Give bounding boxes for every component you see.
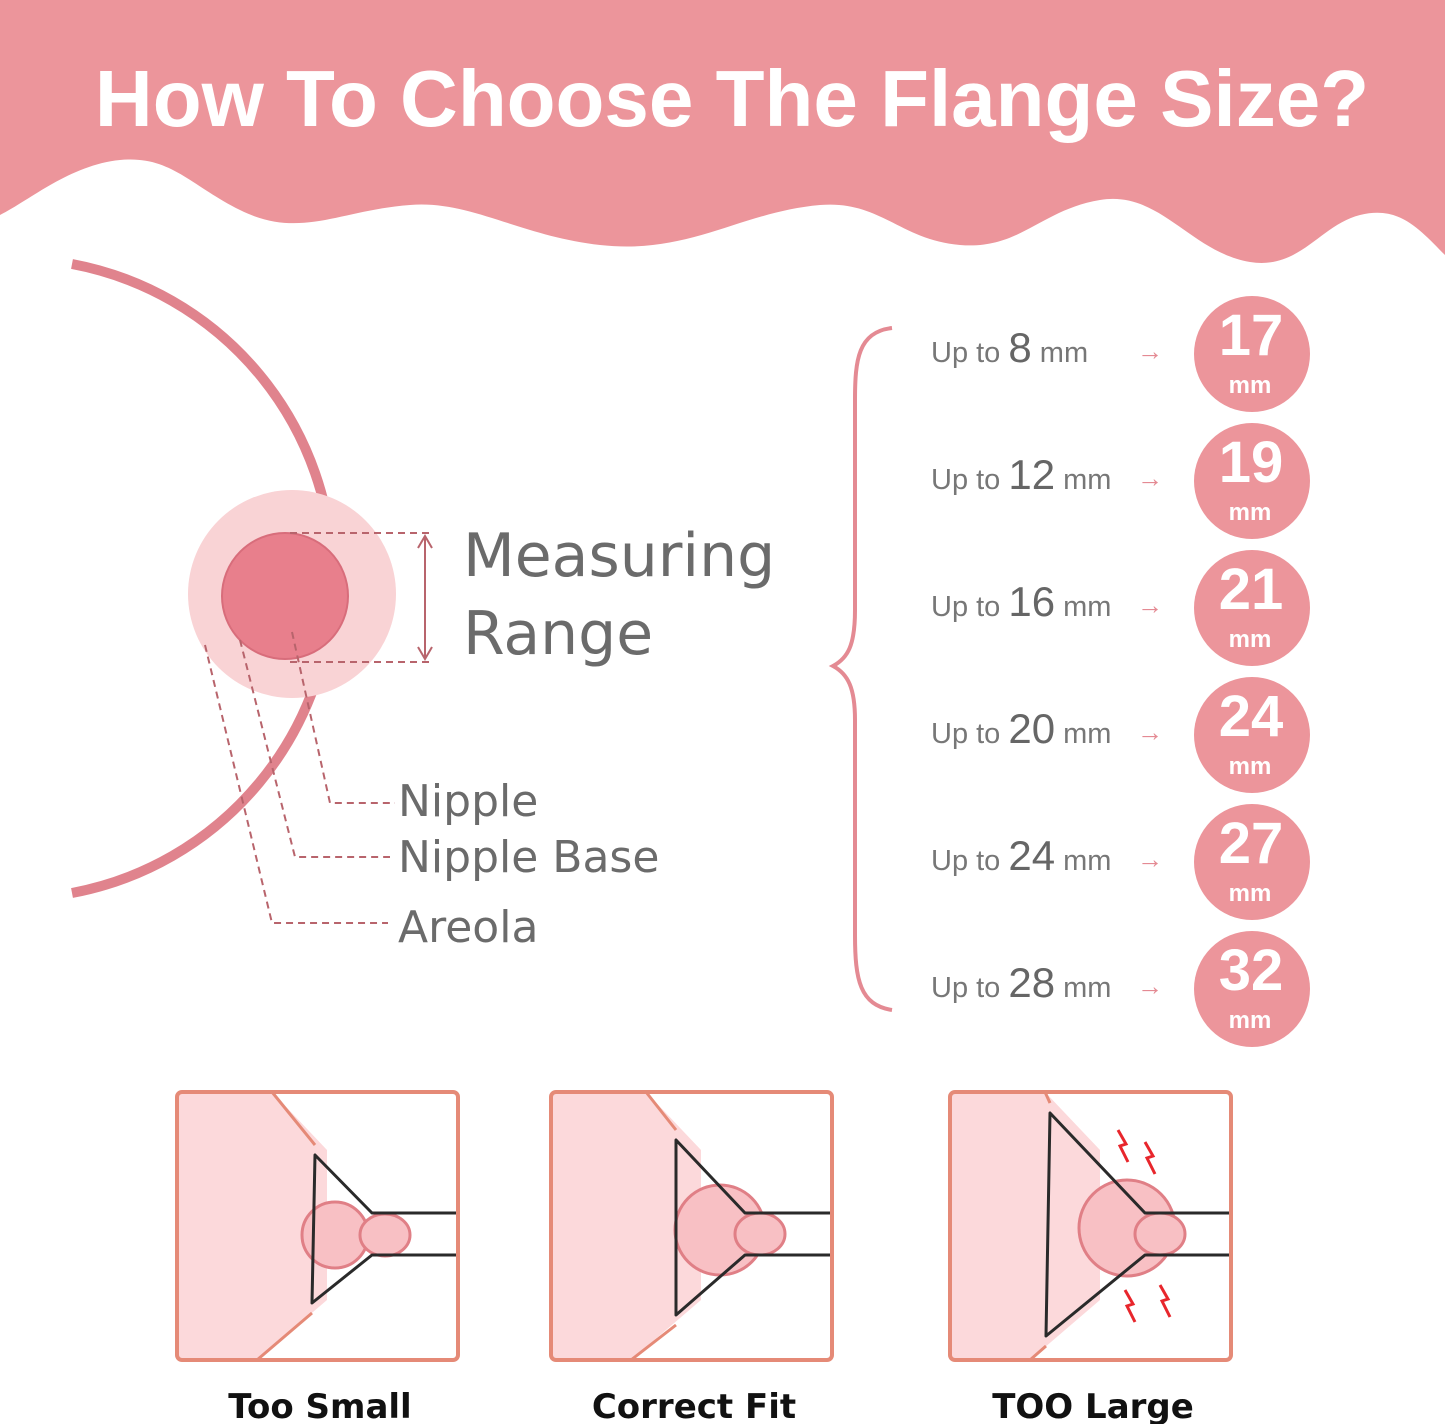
part-label-nipple: Nipple	[398, 776, 538, 827]
pain-zap-icon	[1143, 1141, 1157, 1175]
flange-size-value: 24	[1219, 684, 1284, 749]
flange-size-badge	[1194, 296, 1310, 412]
arrow-icon: →	[1137, 844, 1163, 874]
arrow-icon: →	[1137, 717, 1163, 747]
flange-size-unit: mm	[1229, 1007, 1272, 1034]
measurement-text: Up to 8 mm	[931, 324, 1088, 371]
size-row: Up to 12 mm → 19 mm	[931, 423, 1310, 539]
size-row: Up to 8 mm → 17 mm	[931, 296, 1310, 412]
flange-size-unit: mm	[1229, 626, 1272, 653]
flange-size-unit: mm	[1229, 880, 1272, 907]
fit-label: Correct Fit	[592, 1387, 796, 1424]
flange-size-value: 21	[1219, 557, 1284, 622]
fit-examples: Too Small Correct Fit TOO Large	[175, 1090, 1233, 1424]
pain-zap-icon	[1116, 1129, 1130, 1163]
flange-size-value: 32	[1219, 938, 1284, 1003]
fit-panel-frame	[948, 1090, 1233, 1362]
flange-size-unit: mm	[1229, 499, 1272, 526]
arrow-icon: →	[1137, 336, 1163, 366]
fit-label: TOO Large	[992, 1387, 1194, 1424]
flange-too-large-icon	[948, 1090, 1233, 1362]
size-row: Up to 28 mm → 32 mm	[931, 931, 1310, 1047]
pain-zap-icon	[1158, 1284, 1172, 1318]
part-label-areola: Areola	[398, 902, 538, 953]
measurement-text: Up to 20 mm	[931, 705, 1111, 752]
measurement-text: Up to 16 mm	[931, 578, 1111, 625]
arrow-icon: →	[1137, 463, 1163, 493]
measurement-text: Up to 28 mm	[931, 959, 1111, 1006]
header-banner	[0, 0, 1445, 263]
arrow-icon: →	[1137, 590, 1163, 620]
part-label-nipple-base: Nipple Base	[398, 832, 659, 883]
fit-panel-frame	[549, 1090, 834, 1362]
pain-zap-icon	[1123, 1289, 1137, 1323]
measurement-text: Up to 12 mm	[931, 451, 1111, 498]
flange-size-unit: mm	[1229, 753, 1272, 780]
flange-size-value: 19	[1219, 430, 1284, 495]
flange-too-small-icon	[175, 1090, 460, 1362]
flange-size-badge	[1194, 931, 1310, 1047]
size-row: Up to 20 mm → 24 mm	[931, 677, 1310, 793]
flange-size-badge	[1194, 423, 1310, 539]
flange-size-badge	[1194, 677, 1310, 793]
nipple-base-circle	[221, 532, 349, 660]
flange-correct-fit-icon	[549, 1090, 834, 1362]
brace	[828, 326, 893, 1012]
flange-size-badge	[1194, 550, 1310, 666]
flange-size-value: 27	[1219, 811, 1284, 876]
leader-lines	[204, 532, 430, 924]
measuring-range-label: Measuring	[463, 521, 775, 591]
size-row: Up to 16 mm → 21 mm	[931, 550, 1310, 666]
flange-size-unit: mm	[1229, 372, 1272, 399]
size-row: Up to 24 mm → 27 mm	[931, 804, 1310, 920]
flange-size-badge	[1194, 804, 1310, 920]
measuring-range-arrow	[417, 534, 433, 661]
measurement-text: Up to 24 mm	[931, 832, 1111, 879]
measuring-range-label-2: Range	[463, 599, 653, 669]
fit-panel-frame	[175, 1090, 460, 1362]
page-title: How To Choose The Flange Size?	[95, 54, 1369, 143]
breast-diagram: Measuring Range Nipple Nipple Base Areol…	[71, 259, 775, 953]
flange-size-value: 17	[1219, 303, 1284, 368]
arrow-icon: →	[1137, 971, 1163, 1001]
fit-label: Too Small	[228, 1387, 411, 1424]
